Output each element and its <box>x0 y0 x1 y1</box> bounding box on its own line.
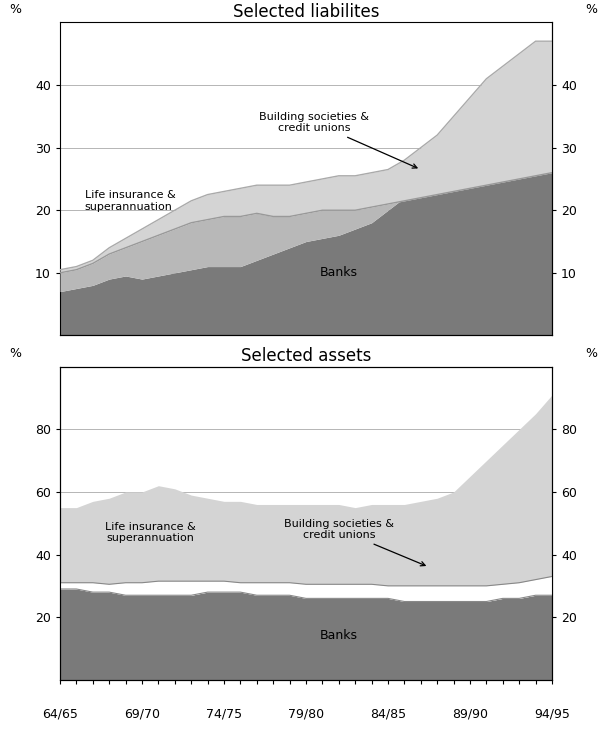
Text: %: % <box>586 3 598 16</box>
Text: Building societies &
credit unions: Building societies & credit unions <box>284 518 425 565</box>
Title: Selected liabilites: Selected liabilites <box>233 3 379 21</box>
Text: 79/80: 79/80 <box>288 708 324 721</box>
Text: 94/95: 94/95 <box>534 708 570 721</box>
Text: Life insurance &
superannuation: Life insurance & superannuation <box>105 522 196 544</box>
Text: Life insurance &
superannuation: Life insurance & superannuation <box>85 190 175 211</box>
Text: 64/65: 64/65 <box>42 708 78 721</box>
Text: Banks: Banks <box>320 267 358 279</box>
Text: Building societies &
credit unions: Building societies & credit unions <box>259 112 417 168</box>
Text: 69/70: 69/70 <box>124 708 160 721</box>
Text: %: % <box>10 347 22 361</box>
Text: Banks: Banks <box>320 630 358 642</box>
Text: %: % <box>10 3 22 16</box>
Title: Selected assets: Selected assets <box>241 347 371 365</box>
Text: %: % <box>586 347 598 361</box>
Text: 74/75: 74/75 <box>206 708 242 721</box>
Text: 84/85: 84/85 <box>370 708 406 721</box>
Text: 89/90: 89/90 <box>452 708 488 721</box>
